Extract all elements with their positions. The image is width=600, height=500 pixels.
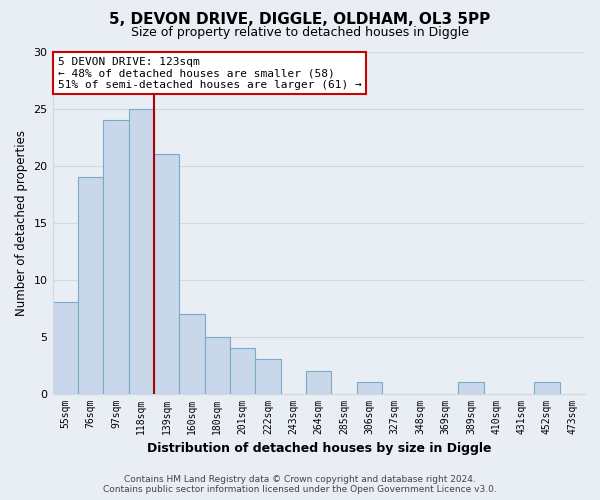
- Bar: [154, 154, 179, 394]
- Text: 5, DEVON DRIVE, DIGGLE, OLDHAM, OL3 5PP: 5, DEVON DRIVE, DIGGLE, OLDHAM, OL3 5PP: [109, 12, 491, 28]
- Bar: [458, 382, 484, 394]
- Bar: [357, 382, 382, 394]
- Text: Contains HM Land Registry data © Crown copyright and database right 2024.
Contai: Contains HM Land Registry data © Crown c…: [103, 474, 497, 494]
- Bar: [534, 382, 560, 394]
- Bar: [78, 177, 103, 394]
- Text: Size of property relative to detached houses in Diggle: Size of property relative to detached ho…: [131, 26, 469, 39]
- Bar: [256, 360, 281, 394]
- Bar: [205, 336, 230, 394]
- Bar: [179, 314, 205, 394]
- Y-axis label: Number of detached properties: Number of detached properties: [15, 130, 28, 316]
- Bar: [53, 302, 78, 394]
- X-axis label: Distribution of detached houses by size in Diggle: Distribution of detached houses by size …: [146, 442, 491, 455]
- Bar: [128, 108, 154, 394]
- Bar: [306, 371, 331, 394]
- Text: 5 DEVON DRIVE: 123sqm
← 48% of detached houses are smaller (58)
51% of semi-deta: 5 DEVON DRIVE: 123sqm ← 48% of detached …: [58, 56, 362, 90]
- Bar: [103, 120, 128, 394]
- Bar: [230, 348, 256, 394]
